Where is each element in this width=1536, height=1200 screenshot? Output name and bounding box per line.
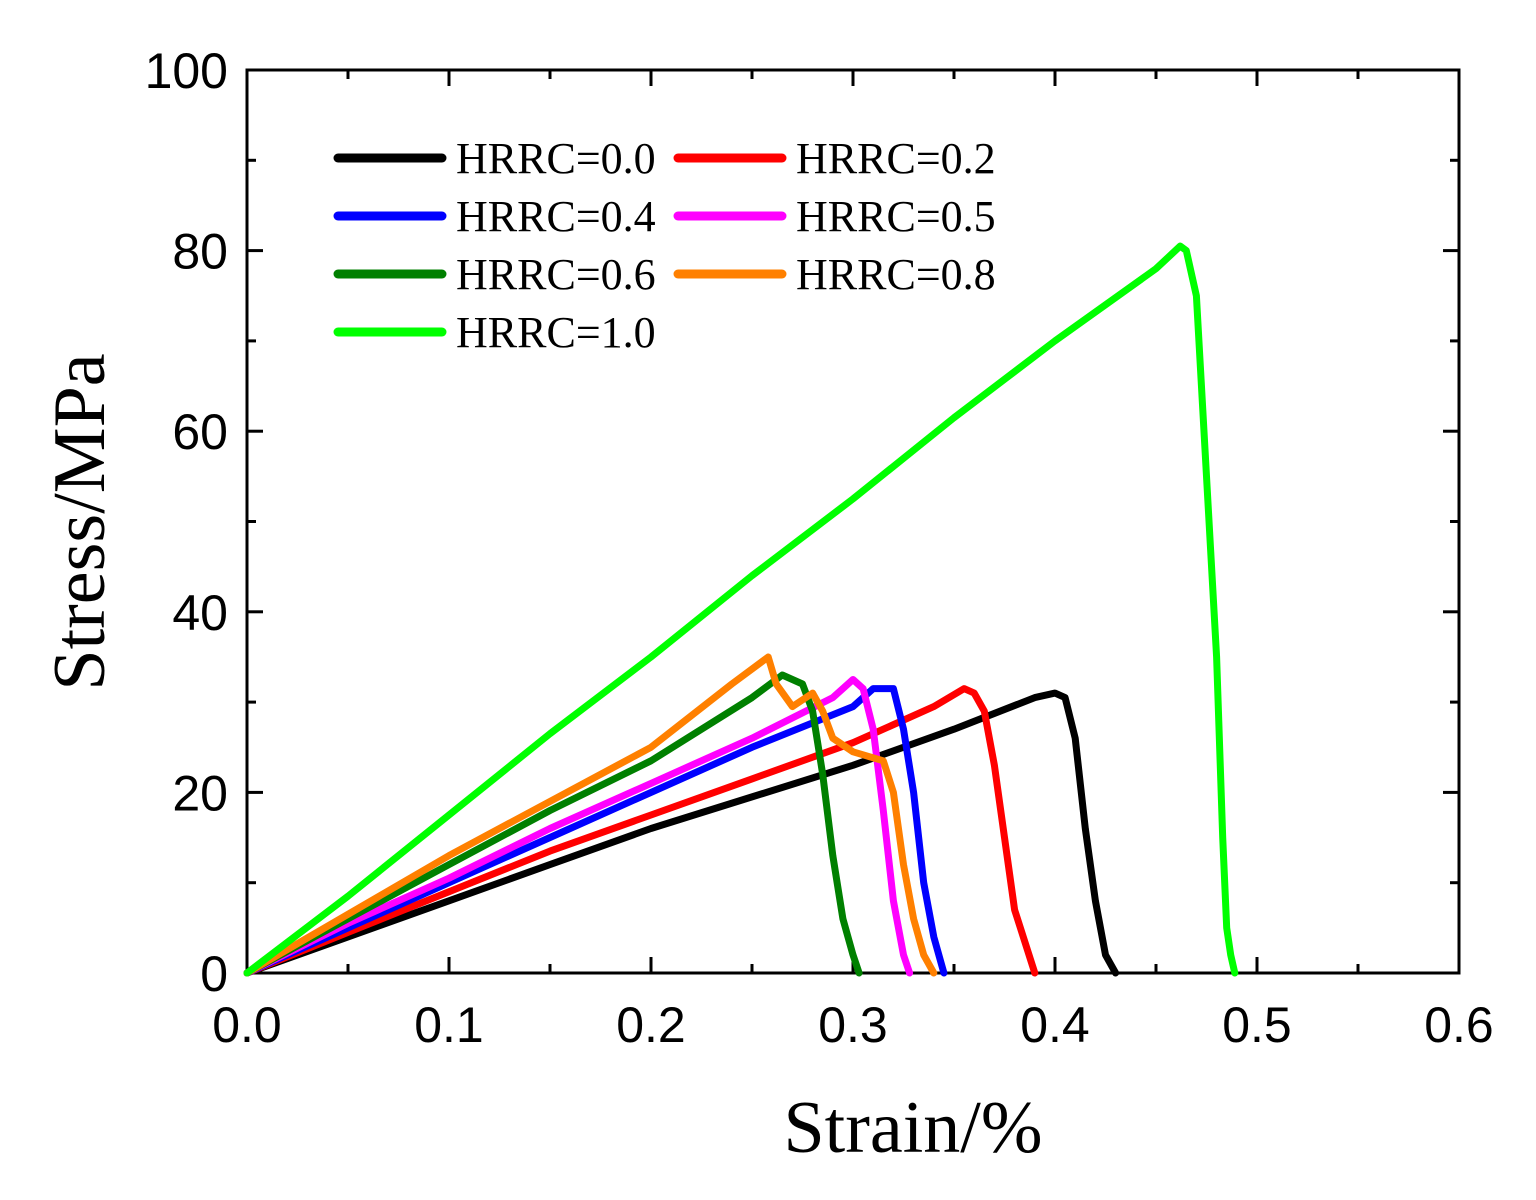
y-tick-label: 40 <box>172 585 228 641</box>
x-tick-label: 0.3 <box>818 997 888 1053</box>
x-tick-label: 0.2 <box>616 997 686 1053</box>
legend-label: HRRC=0.6 <box>456 250 656 299</box>
x-tick-label: 0.5 <box>1222 997 1292 1053</box>
y-tick-label: 60 <box>172 404 228 460</box>
legend-label: HRRC=1.0 <box>456 308 656 357</box>
series-line <box>243 676 914 977</box>
series-line <box>243 653 938 977</box>
legend-label: HRRC=0.4 <box>456 192 656 241</box>
series-line <box>243 685 1039 977</box>
x-tick-label: 0.4 <box>1020 997 1090 1053</box>
series-line <box>243 242 1239 977</box>
series-line <box>243 671 863 977</box>
legend-label: HRRC=0.8 <box>796 250 996 299</box>
legend-label: HRRC=0.2 <box>796 134 996 183</box>
y-tick-label: 20 <box>172 765 228 821</box>
x-tick-label: 0.6 <box>1424 997 1494 1053</box>
series-line <box>243 689 1120 977</box>
legend-label: HRRC=0.5 <box>796 192 996 241</box>
legend: HRRC=0.0 HRRC=0.2 HRRC=0.4 HRRC=0.5 HRRC=0.6… <box>333 134 996 357</box>
y-tick-label: 0 <box>200 946 228 1002</box>
y-tick-label: 100 <box>145 43 228 99</box>
x-tick-label: 0.0 <box>212 997 282 1053</box>
series-lines <box>243 242 1239 977</box>
y-tick-label: 80 <box>172 224 228 280</box>
legend-label: HRRC=0.0 <box>456 134 656 183</box>
axis-tick-labels: 0.0 0.1 0.2 0.3 0.4 0.5 0.6 0 20 40 60 80 100 <box>145 43 1494 1053</box>
x-axis-title: Strain/% <box>784 1087 1043 1169</box>
y-axis-title: Stress/MPa <box>39 353 121 690</box>
x-tick-label: 0.1 <box>414 997 484 1053</box>
